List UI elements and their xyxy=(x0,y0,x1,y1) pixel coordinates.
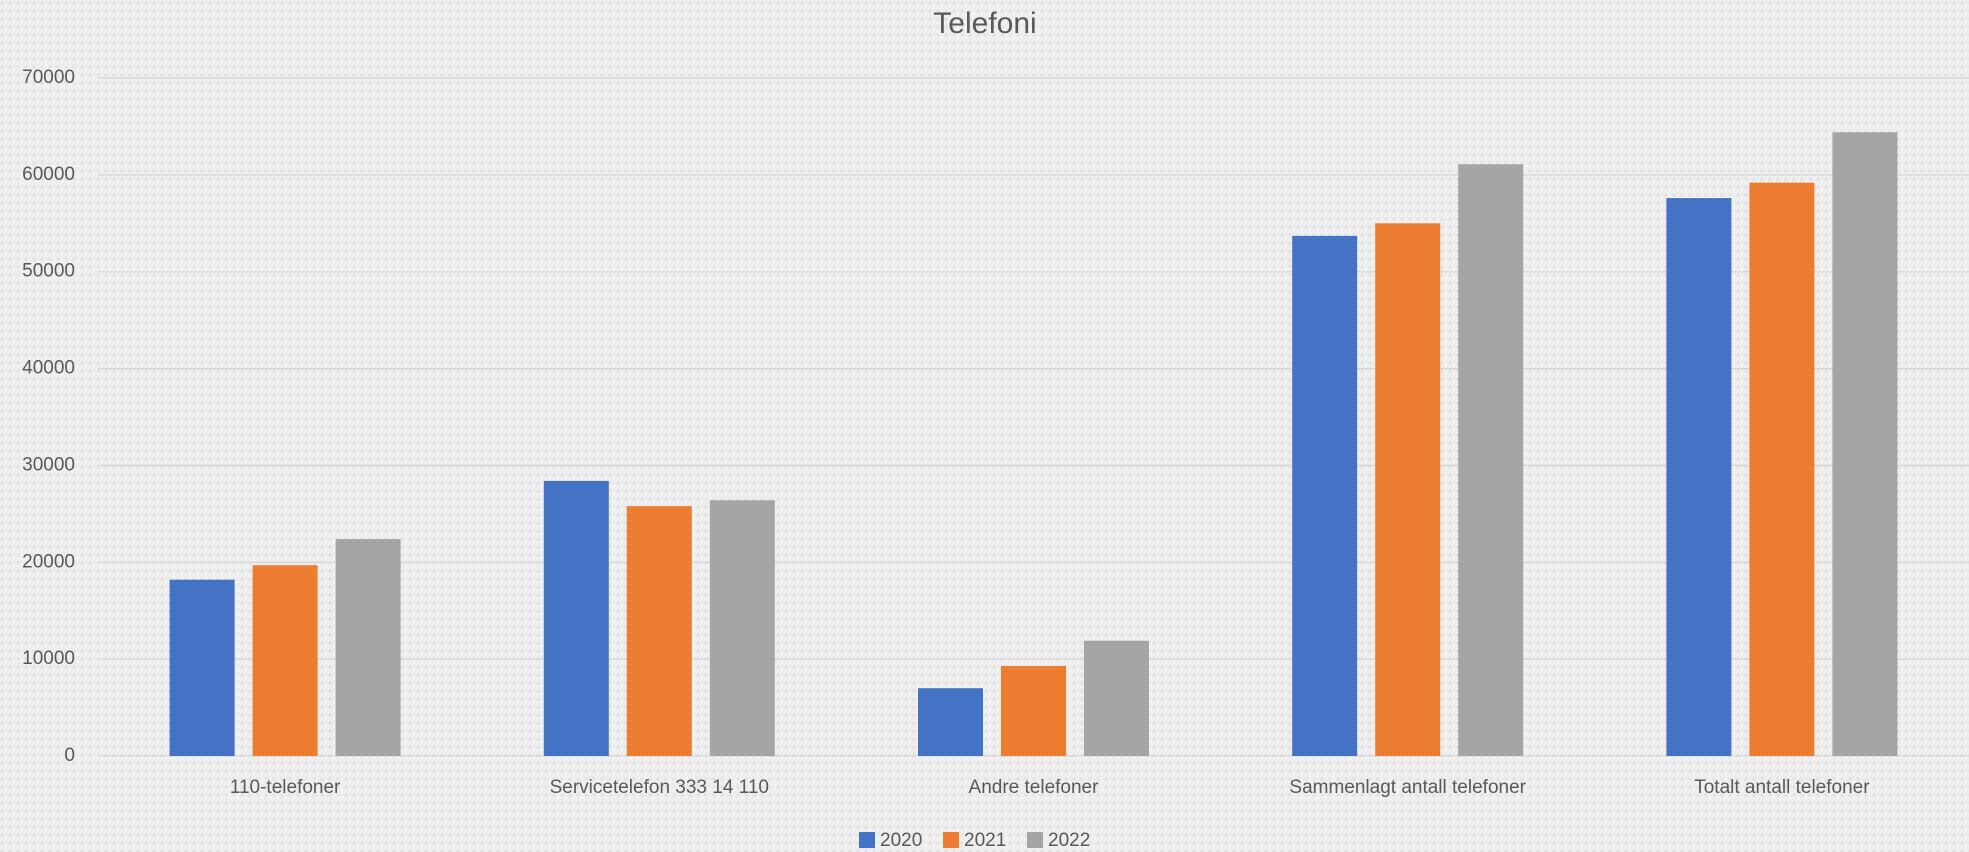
bar xyxy=(1375,223,1441,757)
x-tick-label: Totalt antall telefoner xyxy=(1694,777,1870,798)
legend-label: 2022 xyxy=(1048,830,1090,851)
legend-swatch xyxy=(1027,832,1043,848)
y-tick-label: 60000 xyxy=(22,164,75,185)
legend-label: 2020 xyxy=(880,830,922,851)
x-tick-label: Sammenlagt antall telefoner xyxy=(1289,777,1526,798)
y-tick-label: 30000 xyxy=(22,454,75,475)
bar xyxy=(1001,665,1066,756)
bar xyxy=(626,506,692,756)
y-tick-label: 10000 xyxy=(22,648,75,669)
x-tick-label: 110-telefoner xyxy=(230,777,341,798)
bar xyxy=(1292,235,1358,756)
bar xyxy=(335,539,401,756)
bar xyxy=(1749,182,1815,756)
y-tick-label: 70000 xyxy=(22,67,75,88)
bar xyxy=(1458,164,1524,756)
legend-label: 2021 xyxy=(964,830,1006,851)
bar xyxy=(543,480,609,756)
x-tick-label: Servicetelefon 333 14 110 xyxy=(550,777,769,798)
bar xyxy=(1832,132,1898,757)
bar xyxy=(918,688,983,756)
bar xyxy=(252,565,318,756)
bar xyxy=(169,579,235,756)
chart-title: Telefoni xyxy=(933,7,1036,40)
x-tick-label: Andre telefoner xyxy=(969,777,1100,798)
bar xyxy=(1084,640,1149,756)
legend-swatch xyxy=(859,832,875,848)
bar xyxy=(709,500,775,756)
y-tick-label: 50000 xyxy=(22,261,75,282)
y-tick-label: 0 xyxy=(64,745,75,766)
y-tick-label: 20000 xyxy=(22,551,75,572)
bar xyxy=(1666,198,1732,757)
y-tick-label: 40000 xyxy=(22,358,75,379)
legend-swatch xyxy=(943,832,959,848)
